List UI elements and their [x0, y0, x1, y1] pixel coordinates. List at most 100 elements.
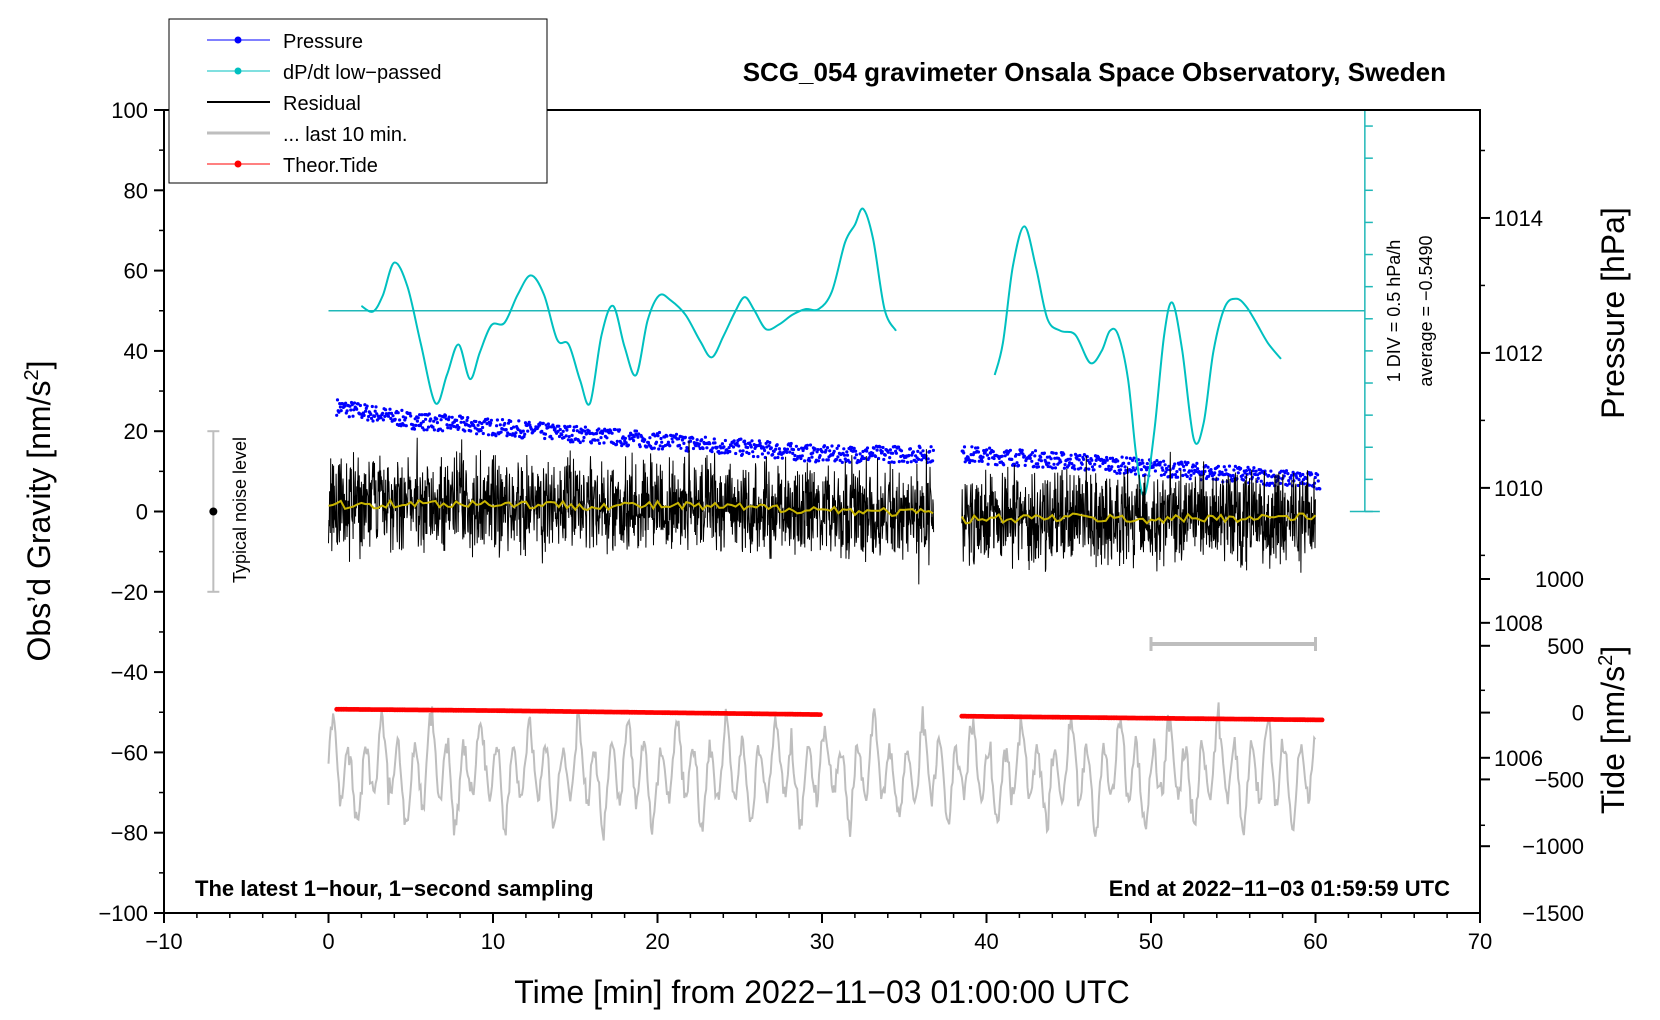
pressure-point	[1140, 458, 1144, 462]
pressure-tick-label: 1008	[1494, 611, 1543, 636]
dpdt-average-label: average = −0.5490	[1416, 235, 1436, 386]
pressure-point	[747, 451, 751, 456]
pressure-point	[905, 460, 910, 464]
pressure-point	[682, 441, 686, 445]
pressure-point	[338, 405, 342, 409]
pressure-point	[610, 431, 614, 435]
pressure-point	[1192, 471, 1196, 475]
pressure-point	[875, 448, 879, 452]
pressure-point	[991, 450, 995, 454]
pressure-point	[522, 435, 526, 439]
pressure-point	[1000, 454, 1004, 458]
pressure-point	[1155, 459, 1159, 463]
pressure-point	[429, 417, 433, 421]
pressure-point	[1159, 460, 1163, 464]
pressure-point	[1042, 451, 1046, 455]
pressure-point	[976, 446, 980, 450]
pressure-point	[797, 447, 801, 451]
pressure-point	[1052, 462, 1056, 466]
pressure-point	[918, 446, 922, 450]
pressure-point	[810, 455, 814, 459]
pressure-point	[1298, 471, 1302, 476]
pressure-point	[1153, 469, 1157, 473]
pressure-point	[1077, 458, 1081, 462]
pressure-point	[1033, 454, 1037, 458]
pressure-point	[349, 408, 353, 412]
y-axis-title-text: Obs’d Gravity [nm/s	[21, 381, 57, 662]
pressure-point	[686, 446, 690, 450]
tide-title-text: Tide [nm/s	[1595, 666, 1631, 814]
pressure-point	[388, 407, 392, 411]
tide-tick-label: 1000	[1535, 567, 1584, 592]
pressure-point	[1193, 464, 1197, 468]
pressure-point	[720, 451, 724, 455]
pressure-point	[459, 420, 463, 424]
pressure-point	[1227, 464, 1232, 468]
pressure-point	[705, 446, 709, 450]
y-tick-label: 100	[111, 98, 148, 123]
pressure-point	[338, 402, 342, 406]
pressure-point	[799, 456, 803, 461]
pressure-point	[578, 440, 582, 445]
pressure-point	[1207, 474, 1211, 478]
pressure-point	[1187, 469, 1192, 473]
pressure-point	[506, 421, 511, 425]
x-tick-label: 30	[810, 929, 834, 954]
pressure-point	[1107, 464, 1111, 468]
pressure-tick-label: 1012	[1494, 341, 1543, 366]
pressure-point	[582, 435, 586, 440]
pressure-point	[722, 445, 726, 449]
pressure-point	[715, 445, 719, 449]
pressure-point	[1063, 463, 1067, 467]
pressure-point	[445, 423, 449, 427]
pressure-point	[928, 449, 932, 454]
pressure-point	[1254, 469, 1258, 473]
pressure-point	[1316, 479, 1320, 483]
legend-label-pressure: Pressure	[283, 31, 363, 53]
pressure-point	[1231, 473, 1235, 478]
pressure-tick-label: 1014	[1494, 206, 1543, 231]
pressure-point	[615, 439, 619, 443]
pressure-point	[703, 435, 708, 439]
pressure-point	[513, 434, 517, 438]
pressure-point	[874, 454, 878, 459]
pressure-point	[834, 457, 839, 462]
pressure-point	[1206, 465, 1210, 469]
pressure-point	[969, 453, 973, 457]
x-tick-label: 20	[645, 929, 669, 954]
pressure-point	[383, 414, 387, 418]
pressure-point	[472, 423, 476, 428]
pressure-point	[824, 448, 828, 452]
pressure-point	[1182, 468, 1186, 472]
pressure-point	[416, 416, 420, 420]
pressure-point	[1316, 473, 1320, 477]
pressure-point	[743, 442, 747, 446]
pressure-point	[553, 427, 557, 431]
pressure-point	[1113, 469, 1117, 473]
pressure-point	[842, 447, 846, 451]
pressure-point	[361, 411, 365, 415]
pressure-point	[1151, 465, 1155, 469]
pressure-point	[888, 456, 892, 460]
pressure-point	[474, 419, 478, 424]
pressure-point	[689, 439, 693, 443]
pressure-point	[666, 440, 671, 444]
pressure-point	[691, 436, 695, 440]
pressure-point	[1078, 453, 1082, 458]
pressure-point	[596, 438, 600, 442]
pressure-point	[620, 444, 624, 448]
pressure-point	[1141, 461, 1145, 465]
pressure-point	[409, 414, 413, 418]
pressure-point	[499, 430, 503, 434]
pressure-point	[751, 450, 755, 454]
pressure-point	[892, 460, 896, 464]
pressure-point	[475, 432, 479, 436]
pressure-point	[1017, 452, 1021, 457]
pressure-point	[1062, 452, 1066, 456]
pressure-point	[412, 427, 417, 431]
pressure-point	[843, 457, 847, 461]
data-layer	[207, 110, 1380, 841]
pressure-point	[852, 446, 856, 450]
y-axis-title-sup: 2	[21, 369, 43, 380]
pressure-point	[1115, 471, 1119, 475]
